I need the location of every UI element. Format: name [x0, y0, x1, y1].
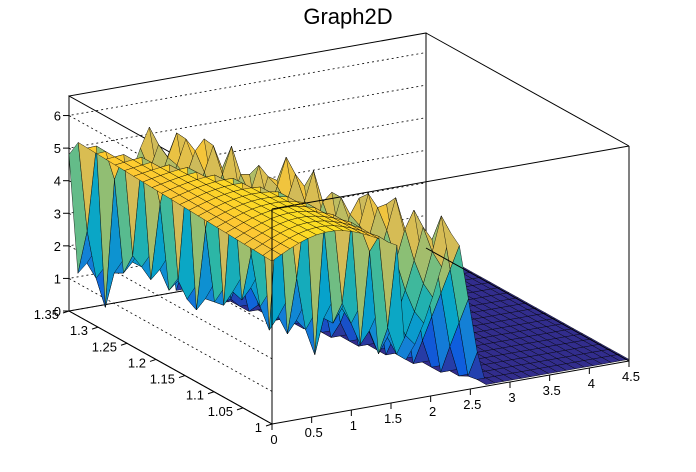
- surface-mesh: [68, 126, 630, 386]
- y-tick-label: 1.25: [92, 339, 117, 354]
- y-tick-label: 1: [255, 420, 262, 435]
- x-tick-label: 3: [508, 390, 515, 405]
- x-tick-label: 1: [350, 418, 357, 433]
- z-tick-label: 6: [54, 109, 61, 124]
- y-tick: [149, 358, 157, 362]
- y-tick-label: 1.2: [128, 355, 146, 370]
- y-tick-label: 1.05: [208, 404, 233, 419]
- y-tick: [178, 375, 186, 379]
- box-edge: [68, 310, 273, 425]
- y-tick: [120, 342, 128, 346]
- y-tick-label: 1.1: [186, 388, 204, 403]
- y-tick: [91, 326, 99, 330]
- y-tick-label: 1.35: [34, 307, 59, 322]
- y-tick-label: 1.15: [150, 372, 175, 387]
- z-tick-label: 1: [54, 271, 61, 286]
- z-tick-label: 5: [54, 141, 61, 156]
- box-edge: [271, 145, 630, 210]
- box-edge: [425, 247, 630, 362]
- x-tick-label: 4: [588, 376, 595, 391]
- z-tick-label: 3: [54, 206, 61, 221]
- tick-labels: 0 0.5 1 1.5 2 2.5 3 3.5 4 4.5 1 1.05 1.1 1.15 1.2 1.25 1…: [34, 109, 640, 447]
- x-tick-label: 0: [270, 432, 277, 447]
- y-tick-label: 1.3: [70, 323, 88, 338]
- x-tick-label: 4.5: [622, 369, 640, 384]
- z-tick-label: 2: [54, 239, 61, 254]
- box-edge: [271, 360, 630, 425]
- z-tick-label: 0: [54, 304, 61, 319]
- x-tick-label: 3.5: [543, 383, 561, 398]
- x-tick-label: 2.5: [463, 397, 481, 412]
- box-edge: [425, 32, 630, 147]
- x-tick-label: 2: [429, 404, 436, 419]
- y-tick: [265, 423, 273, 427]
- axis-box: [68, 32, 630, 425]
- z-tick-label: 4: [54, 174, 61, 189]
- chart-title: Graph2D: [303, 4, 393, 29]
- y-tick: [207, 391, 215, 395]
- x-tick-label: 1.5: [384, 411, 402, 426]
- x-tick-label: 0.5: [305, 425, 323, 440]
- y-tick: [236, 407, 244, 411]
